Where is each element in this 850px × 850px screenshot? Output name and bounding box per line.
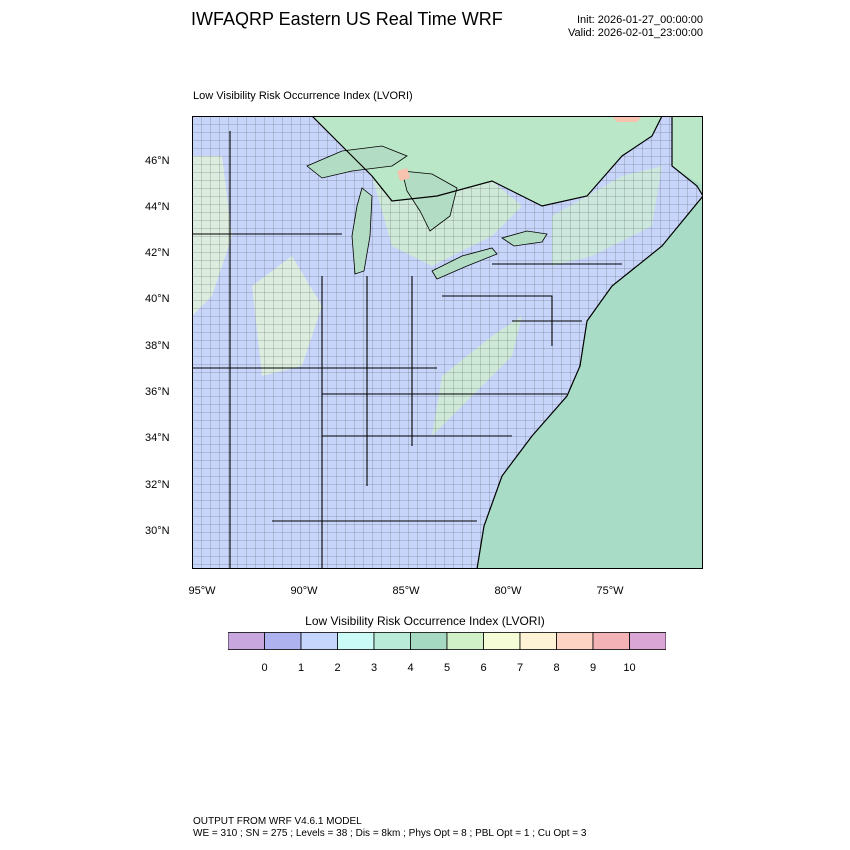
warm-spot xyxy=(397,168,410,181)
footer-model: OUTPUT FROM WRF V4.6.1 MODEL xyxy=(193,816,362,827)
lake-erie xyxy=(431,247,498,280)
lake-michigan xyxy=(351,187,373,275)
colorbar-box-8 xyxy=(519,632,557,650)
lake-huron xyxy=(401,170,458,232)
lat-label-40: 40°N xyxy=(145,293,170,305)
state-borders xyxy=(192,131,622,569)
colorbar-label-1: 1 xyxy=(297,662,305,674)
colorbar-box-7 xyxy=(483,632,521,650)
colorbar-title: Low Visibility Risk Occurrence Index (LV… xyxy=(305,614,545,628)
colorbar-label-8: 8 xyxy=(553,662,560,674)
colorbar-label-10: 10 xyxy=(623,662,636,674)
lat-label-44: 44°N xyxy=(145,201,170,213)
colorbar-box-4 xyxy=(373,632,411,650)
colorbar-label-0: 0 xyxy=(261,662,268,674)
lake-ontario xyxy=(501,230,548,247)
colorbar-box-1 xyxy=(264,632,302,650)
colorbar-box-9 xyxy=(556,632,594,650)
lvori-map xyxy=(192,116,703,569)
lat-label-42: 42°N xyxy=(145,247,170,259)
colorbar-label-6: 6 xyxy=(480,662,487,674)
lat-label-38: 38°N xyxy=(145,340,170,352)
lat-label-36: 36°N xyxy=(145,386,170,398)
colorbar xyxy=(228,632,666,650)
footer-config: WE = 310 ; SN = 275 ; Levels = 38 ; Dis … xyxy=(193,828,587,839)
valid-time: Valid: 2026-02-01_23:00:00 xyxy=(568,27,703,39)
colorbar-label-7: 7 xyxy=(516,662,524,674)
map-subtitle: Low Visibility Risk Occurrence Index (LV… xyxy=(193,90,413,102)
coastline xyxy=(192,116,703,569)
lon-label-80: 80°W xyxy=(494,585,522,597)
lon-label-75: 75°W xyxy=(596,585,624,597)
colorbar-label-9: 9 xyxy=(589,662,597,674)
colorbar-label-5: 5 xyxy=(443,662,451,674)
lat-label-30: 30°N xyxy=(145,525,170,537)
colorbar-box-3 xyxy=(337,632,375,650)
colorbar-box-5 xyxy=(410,632,448,650)
map-frame xyxy=(192,116,703,569)
init-time: Init: 2026-01-27_00:00:00 xyxy=(577,14,703,26)
plot-title: IWFAQRP Eastern US Real Time WRF xyxy=(191,9,503,29)
colorbar-box-6 xyxy=(446,632,484,650)
lat-label-34: 34°N xyxy=(145,432,170,444)
lat-label-46: 46°N xyxy=(145,155,170,167)
canada-region xyxy=(292,116,703,206)
lon-label-95: 95°W xyxy=(188,585,216,597)
colorbar-box-0 xyxy=(228,632,265,650)
colorbar-label-4: 4 xyxy=(407,662,414,674)
colorbar-label-2: 2 xyxy=(334,662,341,674)
colorbar-box-11 xyxy=(629,632,666,650)
colorbar-label-3: 3 xyxy=(370,662,378,674)
colorbar-box-2 xyxy=(300,632,338,650)
lat-label-32: 32°N xyxy=(145,479,170,491)
colorbar-box-10 xyxy=(592,632,630,650)
lon-label-90: 90°W xyxy=(290,585,318,597)
warm-spot-north xyxy=(612,116,642,122)
lake-superior xyxy=(306,145,408,179)
lon-label-85: 85°W xyxy=(392,585,420,597)
